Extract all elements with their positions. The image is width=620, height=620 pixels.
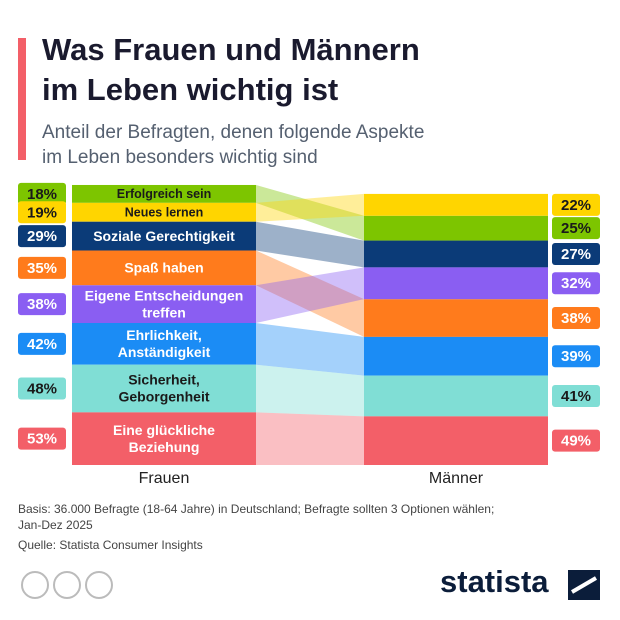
- brand: statista: [440, 564, 549, 599]
- segment: [364, 416, 548, 465]
- value-badge: [552, 193, 600, 216]
- brand-icon-mark: [570, 576, 598, 594]
- segment: [364, 267, 548, 300]
- license-icons: [21, 571, 113, 599]
- segment-label: Eigene Entscheidungen: [85, 287, 244, 303]
- value-label: 39%: [561, 348, 591, 365]
- value-label: 18%: [27, 186, 57, 203]
- segment-label: Spaß haben: [124, 260, 203, 276]
- segment-label: Eine glückliche: [113, 422, 215, 438]
- flow-band: [256, 250, 364, 337]
- value-label: 38%: [561, 310, 591, 327]
- value-badge: [18, 225, 66, 248]
- value-label: 32%: [561, 275, 591, 292]
- value-label: 22%: [561, 197, 591, 214]
- segment-label: treffen: [142, 304, 186, 320]
- segment: [364, 299, 548, 337]
- segment: [72, 412, 256, 465]
- flow-band: [256, 184, 364, 241]
- value-label: 42%: [27, 336, 57, 353]
- value-badge: [552, 384, 600, 407]
- flow-band: [256, 323, 364, 376]
- value-label: 19%: [27, 204, 57, 221]
- segment: [72, 221, 256, 251]
- value-label: 53%: [27, 431, 57, 448]
- segment: [72, 323, 256, 365]
- note: Basis: 36.000 Befragte (18-64 Jahre) in …: [18, 502, 494, 516]
- segment: [72, 184, 256, 203]
- value-badge: [18, 182, 66, 205]
- segment: [72, 250, 256, 286]
- segment-label: Geborgenheit: [118, 389, 209, 405]
- flow-band: [256, 412, 364, 465]
- segment: [72, 202, 256, 222]
- segment-label: Beziehung: [129, 439, 200, 455]
- segment-label: Erfolgreich sein: [117, 187, 211, 201]
- chart-subtitle: Anteil der Befragten, denen folgende Asp…: [42, 122, 424, 143]
- value-label: 41%: [561, 388, 591, 405]
- value-label: 48%: [27, 381, 57, 398]
- accent-bar: [18, 38, 26, 160]
- value-label: 49%: [561, 433, 591, 450]
- value-label: 35%: [27, 260, 57, 277]
- value-badge: [18, 201, 66, 224]
- value-label: 27%: [561, 246, 591, 263]
- value-badge: [552, 429, 600, 452]
- segment-label: Soziale Gerechtigkeit: [93, 228, 235, 244]
- value-badge: [18, 427, 66, 450]
- flows: [256, 184, 364, 465]
- segment-label: Sicherheit,: [128, 372, 200, 388]
- segment: [364, 193, 548, 216]
- value-badge: [552, 217, 600, 240]
- chart-subtitle: im Leben besonders wichtig sind: [42, 147, 318, 168]
- segment: [72, 364, 256, 413]
- value-badge: [18, 377, 66, 400]
- value-badge: [18, 256, 66, 279]
- segment: [364, 215, 548, 241]
- value-label: 38%: [27, 296, 57, 313]
- value-badge: [552, 272, 600, 295]
- segment: [364, 240, 548, 268]
- value-badge: [18, 293, 66, 316]
- value-badge: [552, 345, 600, 368]
- segment-label: Neues lernen: [125, 206, 204, 220]
- segment: [364, 375, 548, 417]
- value-label: 25%: [561, 220, 591, 237]
- chart-title: Was Frauen und Männern: [42, 32, 420, 67]
- segment: [72, 285, 256, 324]
- value-badge: [552, 242, 600, 265]
- source: Quelle: Statista Consumer Insights: [18, 538, 203, 552]
- note: Jan-Dez 2025: [18, 518, 93, 532]
- flow-band: [256, 193, 364, 222]
- value-badge: [552, 307, 600, 330]
- flow-band: [256, 221, 364, 268]
- value-badge: [18, 332, 66, 355]
- flow-band: [256, 267, 364, 324]
- flow-band: [256, 364, 364, 417]
- segment-label: Ehrlichkeit,: [126, 327, 201, 343]
- value-label: 29%: [27, 228, 57, 245]
- column-label: Frauen: [139, 470, 190, 487]
- chart-title: im Leben wichtig ist: [42, 72, 338, 107]
- column-label: Männer: [429, 470, 484, 487]
- segment-label: Anständigkeit: [118, 344, 211, 360]
- segment: [364, 336, 548, 376]
